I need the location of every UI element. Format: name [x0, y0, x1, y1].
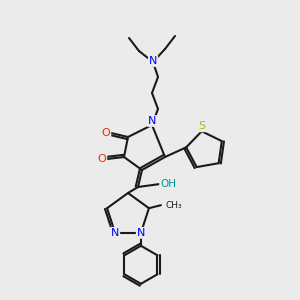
Text: N: N: [149, 56, 157, 66]
Text: CH₃: CH₃: [166, 201, 182, 210]
Text: N: N: [111, 228, 119, 238]
Text: OH: OH: [160, 179, 176, 189]
Text: N: N: [148, 116, 156, 126]
Text: S: S: [198, 121, 205, 131]
Text: N: N: [137, 228, 145, 238]
Text: O: O: [98, 154, 106, 164]
Text: O: O: [102, 128, 110, 138]
